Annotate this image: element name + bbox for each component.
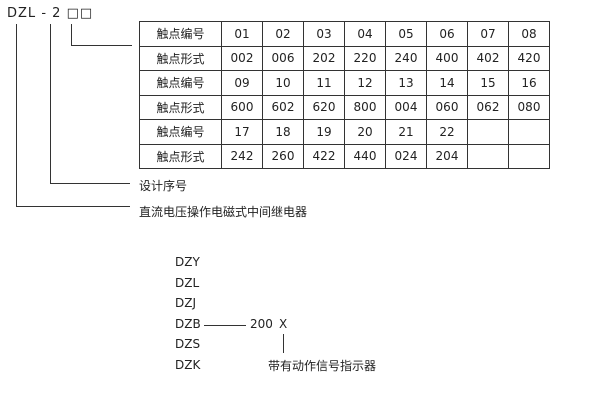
table-cell: 202 xyxy=(303,45,345,71)
table-cell: 18 xyxy=(262,119,304,145)
table-cell: 242 xyxy=(221,143,263,169)
table-cell xyxy=(467,143,509,169)
model-digit: 2 xyxy=(52,6,62,21)
table-cell xyxy=(508,119,550,145)
relay-type-label: 直流电压操作电磁式中间继电器 xyxy=(139,205,308,219)
model-name: DZK xyxy=(175,358,201,372)
table-cell: 080 xyxy=(508,94,550,120)
table-cell: 11 xyxy=(303,70,345,96)
model-dash: - xyxy=(41,6,48,21)
table-cell: 620 xyxy=(303,94,345,120)
table-cell xyxy=(508,143,550,169)
model-prefix: DZL xyxy=(7,6,37,21)
table-cell: 19 xyxy=(303,119,345,145)
table-cell: 03 xyxy=(303,21,345,47)
row-label: 触点形式 xyxy=(139,143,222,169)
table-cell: 006 xyxy=(262,45,304,71)
series-suffix: X xyxy=(279,317,288,331)
table-cell: 22 xyxy=(426,119,468,145)
model-code: DZL - 2 □□ xyxy=(7,6,93,21)
table-cell: 002 xyxy=(221,45,263,71)
table-cell: 600 xyxy=(221,94,263,120)
table-cell: 09 xyxy=(221,70,263,96)
table-cell: 420 xyxy=(508,45,550,71)
table-cell: 024 xyxy=(385,143,427,169)
table-cell: 422 xyxy=(303,143,345,169)
design-no-label: 设计序号 xyxy=(139,179,188,193)
table-cell: 060 xyxy=(426,94,468,120)
model-name: DZB xyxy=(175,316,201,331)
leader-line xyxy=(71,24,72,45)
leader-line xyxy=(16,206,130,207)
table-row: 触点形式 242 260 422 440 024 204 xyxy=(139,143,550,169)
table-cell: 440 xyxy=(344,143,386,169)
row-label: 触点形式 xyxy=(139,94,222,120)
model-boxes: □□ xyxy=(66,6,94,21)
table-row: 触点编号 01 02 03 04 05 06 07 08 xyxy=(139,21,550,47)
table-cell: 06 xyxy=(426,21,468,47)
connector-line xyxy=(204,325,246,326)
table-cell: 05 xyxy=(385,21,427,47)
table-cell: 400 xyxy=(426,45,468,71)
table-cell: 260 xyxy=(262,143,304,169)
table-cell: 062 xyxy=(467,94,509,120)
model-name: DZS xyxy=(175,337,201,352)
table-row: 触点形式 600 602 620 800 004 060 062 080 xyxy=(139,94,550,120)
table-cell: 02 xyxy=(262,21,304,47)
table-cell: 10 xyxy=(262,70,304,96)
table-row: 触点编号 09 10 11 12 13 14 15 16 xyxy=(139,70,550,96)
table-row: 触点形式 002 006 202 220 240 400 402 420 xyxy=(139,45,550,71)
table-cell: 004 xyxy=(385,94,427,120)
contact-table: 触点编号 01 02 03 04 05 06 07 08 触点形式 002 006 202 220 240 4… xyxy=(139,21,550,169)
table-cell: 13 xyxy=(385,70,427,96)
leader-line xyxy=(16,24,17,207)
leader-line xyxy=(50,183,130,184)
table-cell: 21 xyxy=(385,119,427,145)
model-name: DZL xyxy=(175,275,200,290)
suffix-label: 带有动作信号指示器 xyxy=(268,359,377,373)
row-label: 触点形式 xyxy=(139,45,222,71)
table-cell: 16 xyxy=(508,70,550,96)
table-cell: 220 xyxy=(344,45,386,71)
table-cell xyxy=(467,119,509,145)
row-label: 触点编号 xyxy=(139,70,222,96)
table-cell: 800 xyxy=(344,94,386,120)
table-cell: 04 xyxy=(344,21,386,47)
table-cell: 12 xyxy=(344,70,386,96)
table-cell: 602 xyxy=(262,94,304,120)
model-name: DZY xyxy=(175,255,200,269)
table-cell: 402 xyxy=(467,45,509,71)
table-cell: 204 xyxy=(426,143,468,169)
connector-line xyxy=(283,334,284,353)
table-cell: 14 xyxy=(426,70,468,96)
table-cell: 17 xyxy=(221,119,263,145)
table-cell: 20 xyxy=(344,119,386,145)
leader-line xyxy=(50,24,51,184)
table-cell: 15 xyxy=(467,70,509,96)
series-code: 200 xyxy=(250,317,273,331)
row-label: 触点编号 xyxy=(139,21,222,47)
table-cell: 07 xyxy=(467,21,509,47)
table-row: 触点编号 17 18 19 20 21 22 xyxy=(139,119,550,145)
table-cell: 240 xyxy=(385,45,427,71)
model-name: DZJ xyxy=(175,296,196,311)
row-label: 触点编号 xyxy=(139,119,222,145)
table-cell: 08 xyxy=(508,21,550,47)
leader-line xyxy=(71,45,132,46)
table-cell: 01 xyxy=(221,21,263,47)
